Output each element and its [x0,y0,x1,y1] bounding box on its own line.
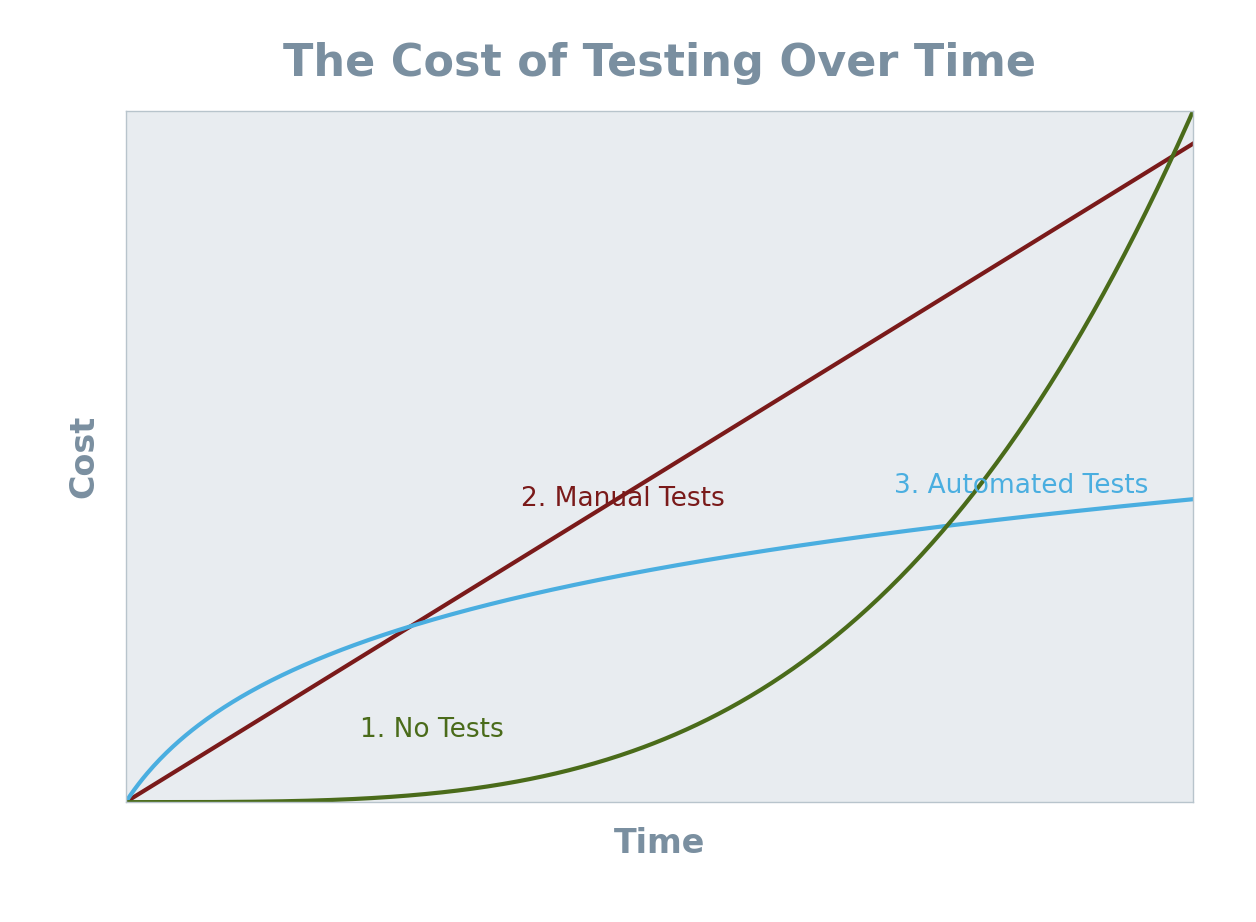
Title: The Cost of Testing Over Time: The Cost of Testing Over Time [283,41,1036,85]
Text: 3. Automated Tests: 3. Automated Tests [894,473,1149,499]
Text: 1. No Tests: 1. No Tests [360,716,504,742]
X-axis label: Time: Time [614,827,705,860]
Text: 2. Manual Tests: 2. Manual Tests [521,487,725,513]
Y-axis label: Cost: Cost [68,415,100,498]
